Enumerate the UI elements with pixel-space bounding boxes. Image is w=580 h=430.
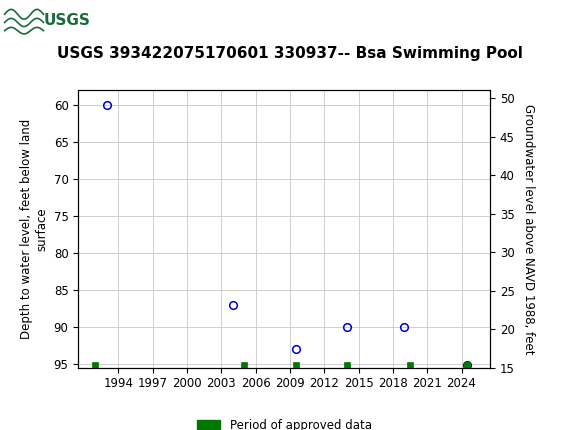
FancyBboxPatch shape bbox=[3, 3, 93, 37]
Y-axis label: Groundwater level above NAVD 1988, feet: Groundwater level above NAVD 1988, feet bbox=[521, 104, 535, 354]
Text: USGS 393422075170601 330937-- Bsa Swimming Pool: USGS 393422075170601 330937-- Bsa Swimmi… bbox=[57, 46, 523, 61]
Y-axis label: Depth to water level, feet below land
surface: Depth to water level, feet below land su… bbox=[20, 119, 48, 339]
Text: USGS: USGS bbox=[44, 13, 90, 28]
Legend: Period of approved data: Period of approved data bbox=[192, 414, 376, 430]
